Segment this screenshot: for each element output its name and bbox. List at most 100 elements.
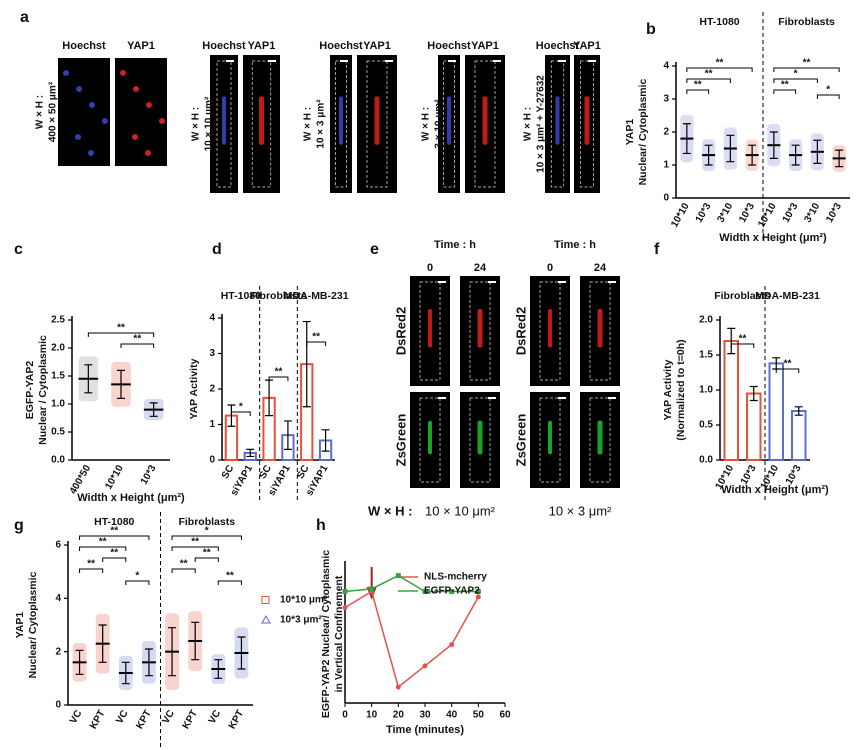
nucleus: [76, 86, 82, 92]
channel-name: DsRed2: [513, 307, 528, 355]
error-bar: [214, 659, 223, 679]
y-tick-label: 3: [209, 348, 215, 359]
size-label: W × H :: [523, 107, 534, 141]
channel-outline: [539, 397, 561, 483]
significance: *: [826, 85, 830, 96]
y-tick-label: 1.5: [699, 350, 713, 361]
error-bar: [98, 624, 107, 663]
sig-bracket: [686, 78, 731, 83]
channel-outline: [580, 60, 594, 188]
sig-bracket: [306, 341, 327, 346]
significance: *: [205, 526, 209, 537]
significance: *: [794, 69, 798, 80]
error-bar: [727, 327, 736, 355]
x-tick-label: SC: [220, 463, 236, 481]
sig-bracket: [79, 568, 104, 573]
error-bar: [144, 648, 153, 677]
significance: *: [239, 402, 243, 413]
channel-name: ZsGreen: [513, 414, 528, 467]
significance: **: [739, 334, 747, 345]
sig-bracket: [217, 580, 242, 585]
legend-marker: [261, 596, 270, 604]
channel-outline: [366, 60, 388, 188]
x-tick-label: 0: [342, 710, 348, 721]
x-tick-label: KPT: [227, 708, 247, 731]
error-bar: [237, 636, 246, 670]
scale-bar: [588, 60, 596, 62]
panel-label: f: [654, 241, 660, 258]
significance: **: [180, 559, 188, 570]
scale-bar: [488, 281, 496, 283]
time-label: Time : h: [434, 239, 476, 251]
size-label: W × H :: [35, 95, 46, 129]
y-axis-label: YAP1: [14, 612, 26, 639]
size: 10 × 10 μm²: [425, 503, 496, 518]
error-bar: [813, 139, 822, 164]
y-tick-label: 1.5: [51, 371, 65, 382]
group-label: Fibroblasts: [714, 290, 771, 302]
cell: [259, 96, 264, 145]
error-bar: [117, 369, 125, 399]
time: 0: [547, 262, 553, 274]
scale-bar: [385, 60, 393, 62]
error-bar: [283, 420, 292, 450]
y-tick-label: 2.0: [699, 315, 713, 326]
sig-bracket: [816, 94, 840, 99]
error-bar: [791, 144, 800, 166]
y-tick-label: 2: [663, 127, 669, 138]
channel-label: Hoechst: [62, 40, 106, 52]
x-tick-label: 40: [446, 710, 458, 721]
time: 0: [427, 262, 433, 274]
cell: [222, 96, 226, 145]
significance: **: [716, 58, 724, 69]
sig-bracket: [773, 78, 818, 83]
cell: [428, 420, 432, 455]
panel-label: c: [14, 241, 23, 258]
x-tick-label: 30: [419, 710, 431, 721]
group-label: Fibroblasts: [778, 16, 835, 28]
bar: [723, 340, 739, 461]
point: [449, 642, 455, 648]
x-tick-label: KPT: [88, 708, 108, 731]
nucleus: [133, 86, 139, 92]
scale-bar: [438, 281, 446, 283]
significance: **: [133, 334, 141, 345]
x-tick-label: 60: [499, 710, 511, 721]
scale-bar: [558, 60, 566, 62]
legend-label: 10*10 μm²: [280, 595, 328, 606]
nucleus: [146, 102, 152, 108]
y-tick-label: 4: [55, 593, 61, 604]
x-axis-label: Width x Height (μm²): [77, 492, 185, 504]
channel-outline: [419, 281, 441, 381]
time: 24: [594, 262, 607, 274]
sig-bracket: [686, 89, 710, 94]
nucleus: [63, 70, 69, 76]
x-axis-label: Width x Height (μm²): [721, 484, 829, 496]
point: [342, 589, 348, 595]
group-label: HT-1080: [699, 16, 739, 28]
significance: **: [803, 58, 811, 69]
x-tick-label: 50: [473, 710, 485, 721]
panel-label: g: [14, 517, 24, 534]
nucleus: [88, 150, 94, 156]
x-tick-label: KPT: [181, 708, 201, 731]
time-label: Time : h: [554, 239, 596, 251]
bar: [768, 362, 784, 461]
channel-label: Hoechst: [536, 40, 580, 52]
channel-label: Hoechst: [427, 40, 471, 52]
panel-label: d: [212, 241, 222, 258]
size-label: 10 × 10 μm²: [204, 96, 215, 151]
y-tick-label: 0: [663, 193, 669, 204]
significance: **: [312, 332, 320, 343]
error-bar: [121, 661, 130, 685]
sig-bracket: [686, 67, 753, 72]
y-tick-label: 0.5: [51, 427, 65, 438]
y-tick-label: 1: [209, 419, 215, 430]
significance: **: [117, 323, 125, 334]
y-tick-label: 0.0: [699, 455, 713, 466]
point: [475, 589, 481, 595]
error-bar: [321, 429, 330, 452]
sig-bracket: [268, 376, 289, 381]
point: [395, 684, 401, 690]
y-tick-label: 0.5: [699, 420, 713, 431]
